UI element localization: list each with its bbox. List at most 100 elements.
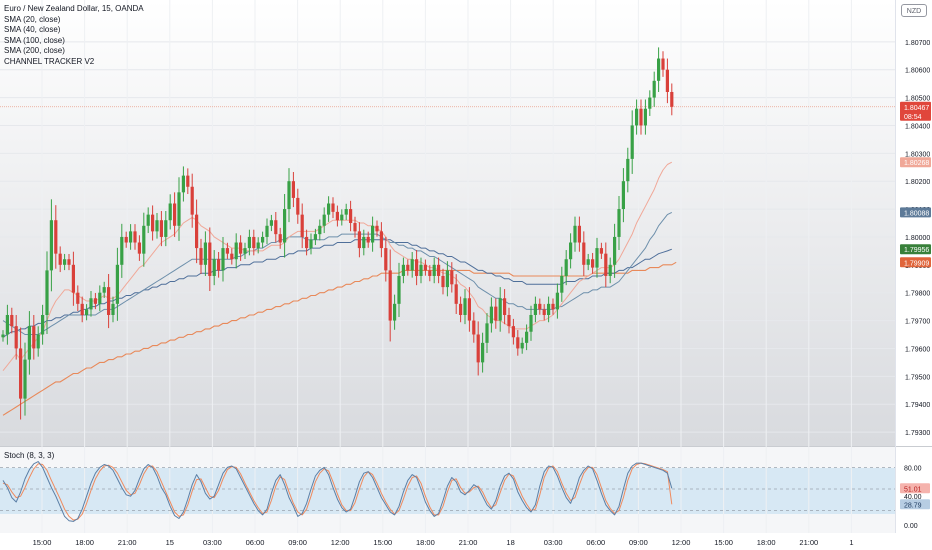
candle-body [159,220,163,237]
candle-body [212,259,216,276]
candles [1,47,674,420]
price-tick-label: 1.79600 [905,346,930,353]
candle-body [630,125,634,159]
candle-body [371,225,375,243]
candle-body [476,334,480,363]
time-tick-label: 06:00 [586,538,605,547]
legend-sma-100[interactable]: SMA (100, close) [4,35,65,45]
time-tick-label: 18 [506,538,514,547]
candle-body [291,181,295,198]
candle-body [577,225,581,243]
price-tick-label: 1.80200 [905,179,930,186]
candle-body [516,337,520,349]
chart-title[interactable]: Euro / New Zealand Dollar, 15, OANDA [4,4,144,13]
sma-200-line [2,261,677,416]
time-tick-label: 18:00 [75,538,94,547]
candle-body [652,80,656,98]
candle-body [591,259,595,268]
stoch-k-value: 51.01 [904,486,922,493]
price-label-box [900,207,931,218]
stoch-tick-label: 80.00 [904,465,922,472]
price-tick-label: 1.79800 [905,291,930,298]
main-gridlines [0,0,895,533]
candle-body [335,211,339,221]
candle-body [256,242,260,249]
legend-sma-200[interactable]: SMA (200, close) [4,46,65,56]
price-label-text: 1.80088 [904,210,929,217]
candle-body [305,236,309,249]
candle-body [190,186,194,215]
candle-body [129,231,133,243]
candle-body [247,236,251,249]
price-label-text: 1.80268 [904,160,929,167]
legend-sma-40[interactable]: SMA (40, close) [4,25,61,35]
candle-body [10,314,14,327]
candle-body [555,292,559,310]
candle-body [5,314,9,335]
currency-button[interactable]: NZD [901,4,927,17]
stoch-d-value-box [900,499,930,510]
candle-body [98,292,102,304]
time-tick-label: 12:00 [331,538,350,547]
time-tick-label: 15:00 [373,538,392,547]
candle-body [23,359,27,399]
candle-body [36,334,40,349]
candle-body [243,248,247,254]
candle-body [648,97,652,109]
price-label-text: 1.79956 [904,247,929,254]
legend-channel-tracker[interactable]: CHANNEL TRACKER V2 [4,56,95,66]
candle-body [454,284,458,304]
price-axis[interactable]: 1.80700 1.80600 1.80500 1.80400 1.80300 1.802… [900,40,931,437]
candle-body [327,203,331,215]
candle-body [604,253,608,276]
stoch-title[interactable]: Stoch (8, 3, 3) [4,451,55,460]
price-tick-label: 1.80500 [905,96,930,103]
stoch-axis[interactable]: 80.00 40.00 0.00 51.01 28.79 [900,465,930,530]
candle-body [520,342,524,349]
candle-body [287,181,291,210]
time-tick-label: 15:00 [714,538,733,547]
candle-body [419,264,423,276]
price-label-box [900,101,931,121]
candle-body [41,314,45,335]
candle-body [269,220,273,226]
candle-body [283,209,287,243]
candle-body [533,303,537,315]
time-tick-label: 15 [166,538,174,547]
price-tick-label: 1.79700 [905,319,930,326]
candle-body [498,298,502,321]
candle-body [665,69,669,92]
candle-body [635,108,639,126]
candle-body [225,248,229,254]
stoch-k-value-box [900,483,930,494]
price-tick-label: 1.79300 [905,430,930,437]
candle-body [366,236,370,243]
candle-body [76,292,80,304]
candle-body [450,270,454,285]
candle-body [393,303,397,321]
candle-body [85,309,89,315]
candle-body [14,326,18,349]
candle-body [485,323,489,343]
candle-body [107,287,111,315]
candle-body [137,242,141,254]
candle-body [296,197,300,215]
candle-body [151,214,155,232]
candle-body [322,214,326,226]
candle-body [401,264,405,276]
candle-body [102,287,106,293]
stoch-d-line [2,462,673,521]
candle-body [375,225,379,232]
time-tick-label: 09:00 [288,538,307,547]
candle-body [45,270,49,315]
candle-body [49,220,53,271]
candle-body [511,326,515,338]
candle-body [423,264,427,271]
time-axis[interactable]: 15:00 18:00 21:00 15 03:00 06:00 09:00 12:00 15:… [33,538,854,547]
candle-body [164,220,168,237]
candle-body [415,259,419,276]
stoch-k-line [2,461,673,522]
candle-body [507,314,511,327]
candle-body [221,248,225,271]
legend-sma-20[interactable]: SMA (20, close) [4,14,61,24]
